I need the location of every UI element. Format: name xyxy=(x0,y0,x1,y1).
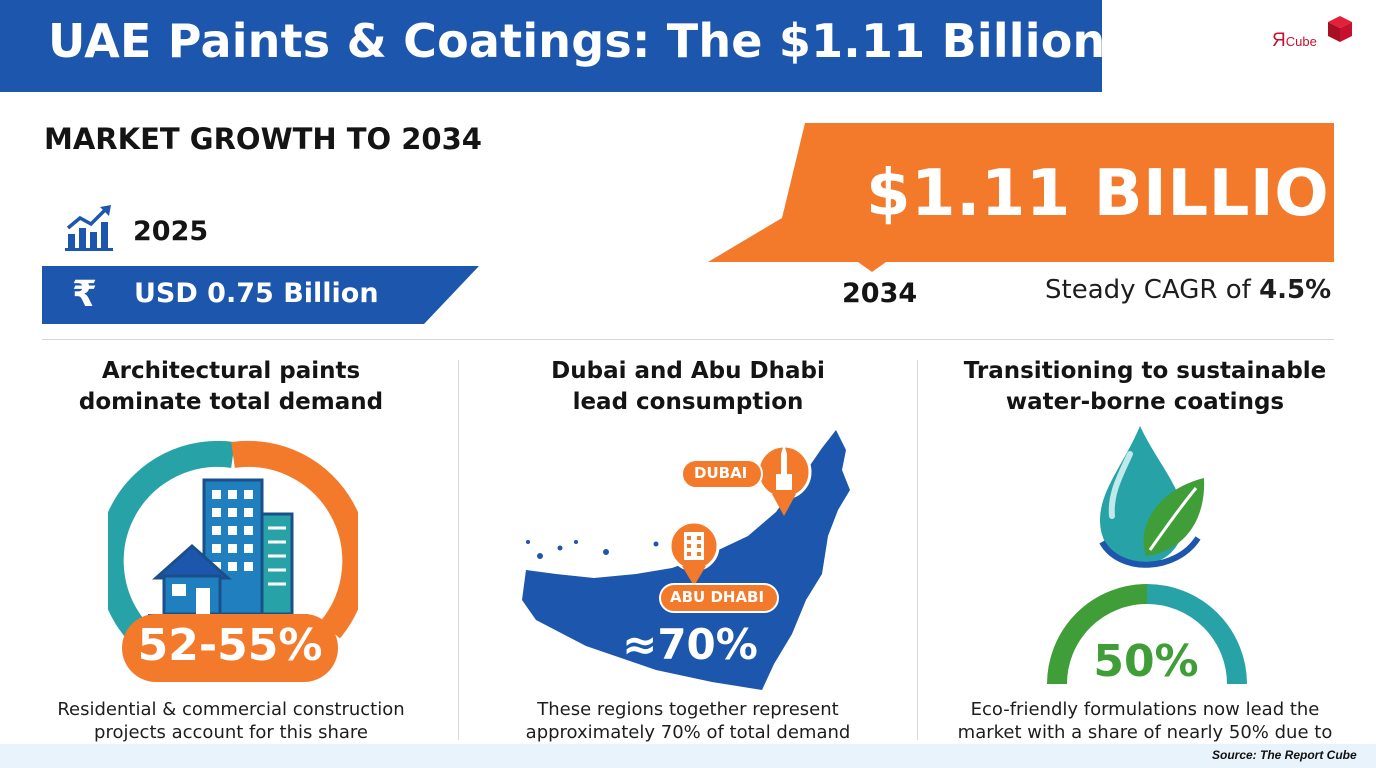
footer-strip xyxy=(0,744,1376,768)
panel-regions-heading-line1: Dubai and Abu Dhabi xyxy=(551,358,825,384)
cagr-text: Steady CAGR of 4.5% xyxy=(1045,275,1331,305)
column-divider-1 xyxy=(458,360,459,740)
end-value: $1.11 BILLION xyxy=(866,157,1376,231)
rupee-icon: ₹ xyxy=(72,274,98,315)
panel-architectural-footer-line1: Residential & commercial construction xyxy=(57,699,405,720)
cagr-value: 4.5% xyxy=(1259,275,1332,305)
source-credit: Source: The Report Cube xyxy=(1212,748,1357,762)
panel-sustainable-footer-line1: Eco-friendly formulations now lead the xyxy=(970,699,1320,720)
panel-architectural-heading-line2: dominate total demand xyxy=(78,389,384,415)
panel-sustainable-gauge xyxy=(1047,584,1247,685)
start-value-bar xyxy=(42,266,479,324)
title-bar xyxy=(0,0,1102,92)
panel-architectural-footer: Residential & commercial construction pr… xyxy=(40,698,422,744)
panel-regions-heading: Dubai and Abu Dhabi lead consumption xyxy=(498,356,878,418)
start-year: 2025 xyxy=(133,216,209,247)
section-subtitle: MARKET GROWTH TO 2034 xyxy=(44,122,482,156)
panel-sustainable-heading-line1: Transitioning to sustainable xyxy=(963,358,1327,384)
panel-regions-value: ≈70% xyxy=(622,620,758,669)
panel-regions-footer-line1: These regions together represent xyxy=(537,699,839,720)
section-divider xyxy=(42,339,1334,340)
buildings-house-icon xyxy=(108,440,358,639)
panel-regions-heading-line2: lead consumption xyxy=(572,389,804,415)
logo-text-main: R xyxy=(1272,30,1286,51)
panel-sustainable-footer-line2: market with a share of nearly 50% due to xyxy=(957,722,1333,743)
pin-label-abu-dhabi: ABU DHABI xyxy=(670,588,765,606)
panel-regions-footer: These regions together represent approxi… xyxy=(498,698,878,744)
panel-sustainable-value: 50% xyxy=(1093,636,1199,687)
end-value-banner xyxy=(708,123,1334,272)
cagr-prefix: Steady CAGR of xyxy=(1045,275,1260,305)
pin-label-dubai: DUBAI xyxy=(694,464,748,482)
column-divider-2 xyxy=(917,360,918,740)
panel-regions-footer-line2: approximately 70% of total demand xyxy=(525,722,851,743)
page-title: UAE Paints & Coatings: The $1.11 Billion xyxy=(48,14,1106,68)
panel-sustainable-footer: Eco-friendly formulations now lead the m… xyxy=(940,698,1350,744)
panel-architectural-heading: Architectural paints dominate total dema… xyxy=(40,356,422,418)
panel-architectural-value: 52-55% xyxy=(137,620,323,671)
logo-text-suffix: Cube xyxy=(1285,34,1317,49)
end-year: 2034 xyxy=(842,278,918,309)
panel-sustainable-heading-line2: water-borne coatings xyxy=(1005,389,1285,415)
start-value: USD 0.75 Billion xyxy=(134,278,379,309)
panel-sustainable-heading: Transitioning to sustainable water-borne… xyxy=(940,356,1350,418)
panel-architectural-value-pill xyxy=(122,614,338,682)
logo-text: RCube xyxy=(1272,30,1317,52)
panel-architectural-footer-line2: projects account for this share xyxy=(94,722,368,743)
panel-architectural-heading-line1: Architectural paints xyxy=(101,358,361,384)
red-cube-icon xyxy=(1328,16,1352,42)
bar-chart-growth-icon xyxy=(65,205,113,251)
water-drop-leaf-icon xyxy=(1099,426,1205,568)
uae-map-icon xyxy=(522,430,850,690)
